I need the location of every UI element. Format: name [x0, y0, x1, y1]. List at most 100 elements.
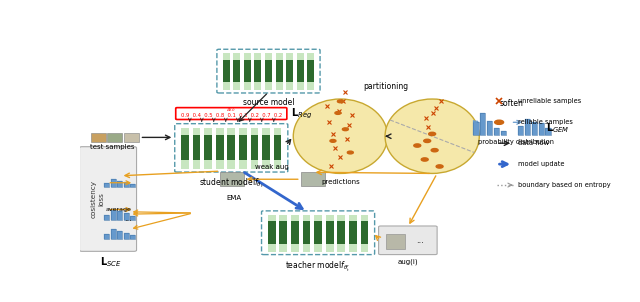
Bar: [525, 119, 530, 135]
Bar: [193, 128, 200, 135]
Bar: [286, 82, 293, 90]
Ellipse shape: [293, 99, 388, 173]
Text: ...: ...: [416, 236, 424, 245]
Bar: [130, 235, 135, 239]
Bar: [244, 82, 251, 90]
Text: weak aug: weak aug: [255, 164, 289, 170]
Bar: [275, 60, 282, 82]
Circle shape: [414, 144, 420, 147]
Ellipse shape: [385, 99, 479, 173]
Bar: [360, 221, 368, 244]
Bar: [117, 211, 122, 220]
Bar: [234, 82, 241, 90]
Bar: [255, 53, 262, 60]
Text: test samples: test samples: [90, 144, 134, 150]
Bar: [307, 60, 314, 82]
Bar: [268, 221, 276, 244]
FancyBboxPatch shape: [217, 49, 320, 93]
Text: $\mathbf{L}_{SCE}$: $\mathbf{L}_{SCE}$: [100, 255, 122, 268]
Bar: [111, 210, 116, 220]
Bar: [501, 131, 506, 135]
Bar: [204, 128, 212, 135]
Bar: [337, 221, 345, 244]
Bar: [307, 53, 314, 60]
Bar: [104, 183, 109, 187]
Bar: [130, 235, 135, 239]
Bar: [234, 53, 241, 60]
Bar: [111, 178, 116, 187]
Bar: [104, 234, 109, 239]
Text: probability distribution: probability distribution: [479, 139, 554, 145]
FancyBboxPatch shape: [262, 211, 374, 255]
Bar: [216, 128, 223, 135]
Bar: [124, 133, 138, 142]
Circle shape: [330, 140, 336, 142]
Circle shape: [342, 128, 348, 131]
Bar: [251, 160, 259, 169]
Bar: [280, 244, 287, 252]
Bar: [181, 135, 189, 160]
Bar: [130, 184, 135, 187]
Bar: [291, 215, 299, 221]
Bar: [337, 215, 345, 221]
Circle shape: [348, 151, 353, 154]
Text: aug(i): aug(i): [397, 258, 418, 265]
Bar: [104, 215, 109, 220]
Text: predictions: predictions: [321, 179, 360, 185]
Text: partitioning: partitioning: [364, 82, 409, 91]
Bar: [223, 82, 230, 90]
Bar: [227, 135, 235, 160]
Bar: [239, 135, 247, 160]
Bar: [280, 215, 287, 221]
Bar: [480, 113, 486, 135]
Bar: [216, 135, 223, 160]
Bar: [494, 128, 499, 135]
Bar: [385, 234, 405, 249]
Bar: [104, 234, 109, 239]
Bar: [275, 53, 282, 60]
Bar: [268, 244, 276, 252]
Bar: [251, 128, 259, 135]
Circle shape: [436, 165, 443, 168]
FancyBboxPatch shape: [176, 108, 287, 120]
Text: student model$f_{\theta_t}$: student model$f_{\theta_t}$: [199, 177, 264, 191]
Bar: [360, 215, 368, 221]
FancyBboxPatch shape: [379, 226, 437, 255]
Text: ...: ...: [124, 214, 132, 223]
Bar: [487, 121, 492, 135]
Bar: [124, 233, 129, 239]
Bar: [108, 133, 122, 142]
Circle shape: [421, 158, 428, 161]
Bar: [130, 184, 135, 187]
Bar: [227, 160, 235, 169]
Bar: [111, 229, 116, 239]
Text: EMA: EMA: [226, 195, 241, 201]
Bar: [349, 244, 356, 252]
Bar: [301, 172, 324, 186]
Bar: [181, 128, 189, 135]
Bar: [314, 215, 322, 221]
Circle shape: [337, 100, 344, 103]
Bar: [91, 133, 106, 142]
Bar: [193, 160, 200, 169]
Bar: [262, 128, 270, 135]
Bar: [314, 221, 322, 244]
Bar: [265, 60, 272, 82]
Bar: [545, 128, 551, 135]
Bar: [337, 244, 345, 252]
FancyBboxPatch shape: [175, 124, 288, 172]
Bar: [538, 124, 544, 135]
Bar: [117, 211, 122, 220]
Bar: [117, 231, 122, 239]
Bar: [326, 215, 333, 221]
Bar: [234, 60, 241, 82]
Bar: [117, 181, 122, 187]
Bar: [360, 244, 368, 252]
Text: data flow: data flow: [518, 140, 549, 146]
Circle shape: [495, 120, 504, 124]
Bar: [349, 215, 356, 221]
Bar: [532, 122, 537, 135]
Bar: [296, 82, 303, 90]
Bar: [314, 244, 322, 252]
Bar: [262, 135, 270, 160]
